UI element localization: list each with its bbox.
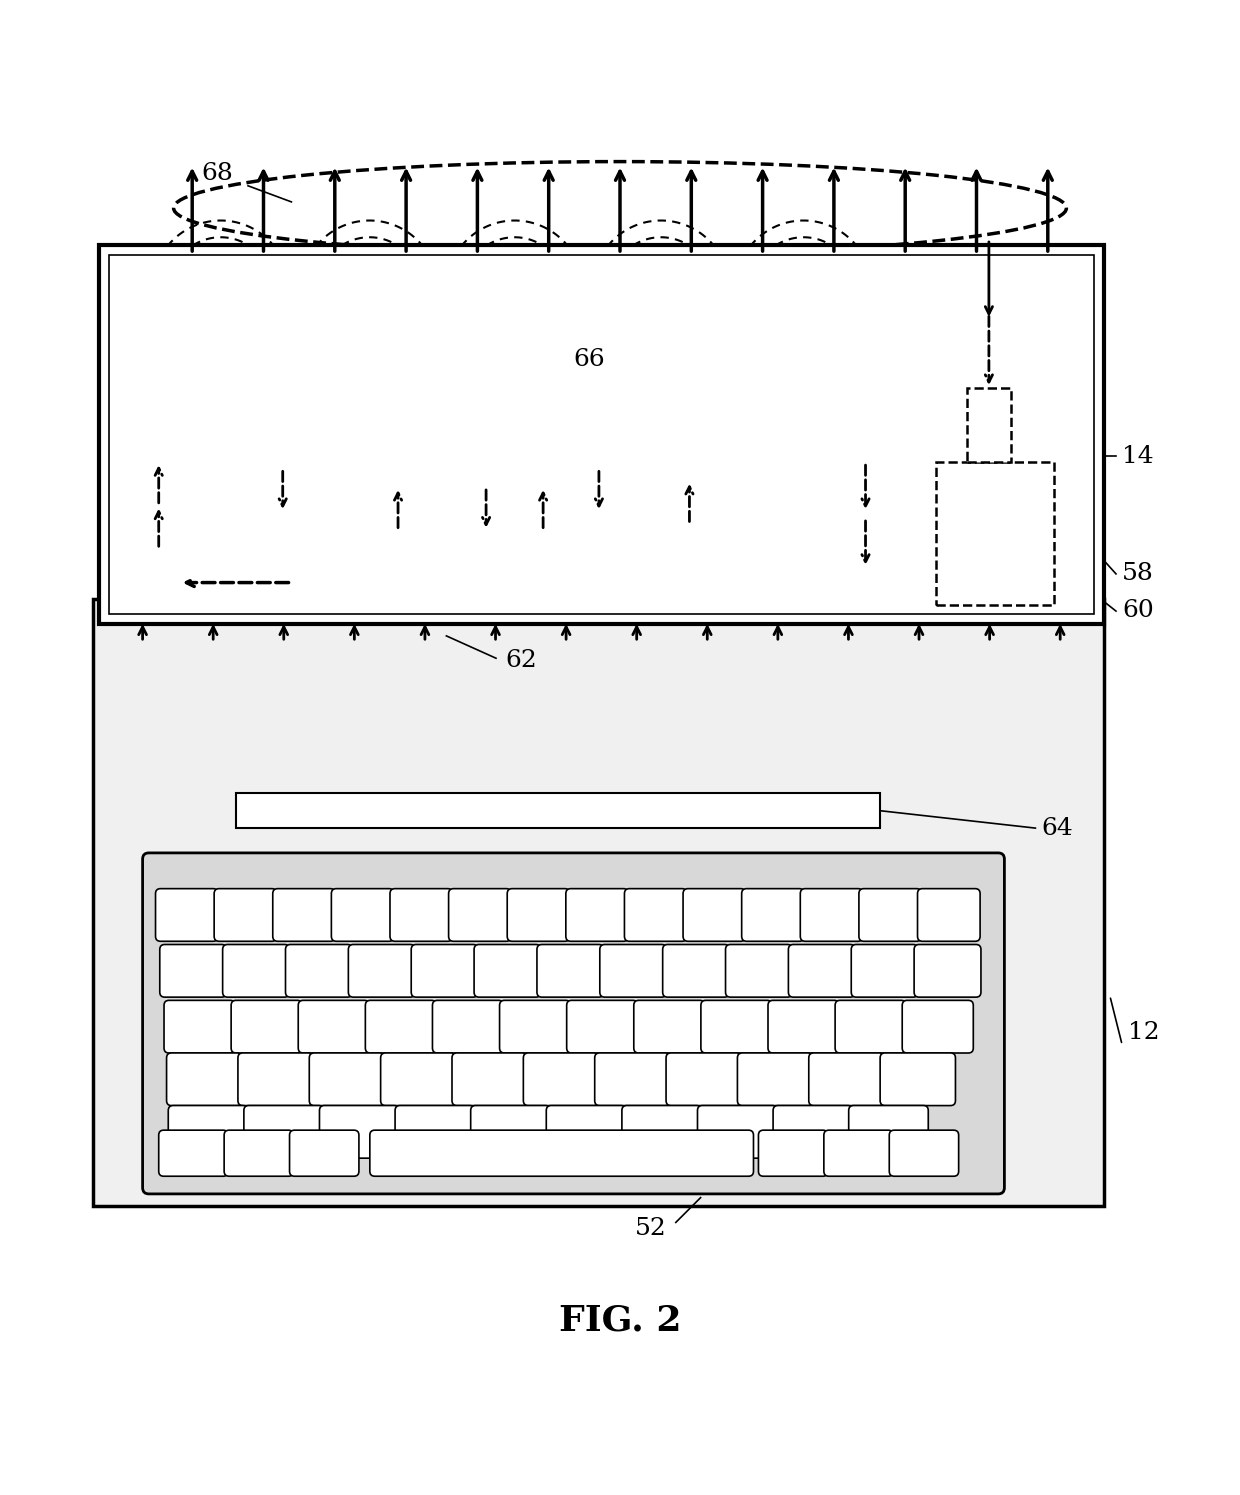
FancyBboxPatch shape xyxy=(160,945,227,997)
FancyBboxPatch shape xyxy=(835,1000,906,1052)
FancyBboxPatch shape xyxy=(366,1000,436,1052)
Bar xyxy=(936,462,1054,605)
FancyBboxPatch shape xyxy=(238,1052,314,1106)
FancyBboxPatch shape xyxy=(789,945,856,997)
FancyBboxPatch shape xyxy=(595,1052,670,1106)
Text: 58: 58 xyxy=(1122,562,1154,585)
Text: 66: 66 xyxy=(573,347,605,371)
FancyBboxPatch shape xyxy=(273,888,335,942)
FancyBboxPatch shape xyxy=(166,1052,242,1106)
FancyBboxPatch shape xyxy=(666,1052,742,1106)
FancyBboxPatch shape xyxy=(565,888,629,942)
Bar xyxy=(236,794,880,828)
FancyBboxPatch shape xyxy=(800,888,863,942)
FancyBboxPatch shape xyxy=(320,1105,399,1159)
FancyBboxPatch shape xyxy=(725,945,792,997)
FancyBboxPatch shape xyxy=(507,888,570,942)
FancyBboxPatch shape xyxy=(808,1052,884,1106)
FancyBboxPatch shape xyxy=(331,888,394,942)
FancyBboxPatch shape xyxy=(848,1105,929,1159)
FancyBboxPatch shape xyxy=(773,1105,853,1159)
FancyBboxPatch shape xyxy=(851,945,918,997)
Text: FIG. 2: FIG. 2 xyxy=(559,1304,681,1338)
FancyBboxPatch shape xyxy=(914,945,981,997)
Bar xyxy=(967,387,1011,462)
FancyBboxPatch shape xyxy=(567,1000,637,1052)
FancyBboxPatch shape xyxy=(309,1052,384,1106)
FancyBboxPatch shape xyxy=(449,888,511,942)
FancyBboxPatch shape xyxy=(759,1130,828,1177)
FancyBboxPatch shape xyxy=(396,1105,475,1159)
FancyBboxPatch shape xyxy=(155,888,218,942)
FancyBboxPatch shape xyxy=(348,945,415,997)
Text: 62: 62 xyxy=(505,649,537,671)
FancyBboxPatch shape xyxy=(547,1105,626,1159)
FancyBboxPatch shape xyxy=(918,888,980,942)
FancyBboxPatch shape xyxy=(889,1130,959,1177)
FancyBboxPatch shape xyxy=(600,945,667,997)
FancyBboxPatch shape xyxy=(523,1052,599,1106)
FancyBboxPatch shape xyxy=(224,1130,294,1177)
FancyBboxPatch shape xyxy=(662,945,729,997)
FancyBboxPatch shape xyxy=(500,1000,570,1052)
FancyBboxPatch shape xyxy=(701,1000,773,1052)
FancyBboxPatch shape xyxy=(285,945,352,997)
FancyBboxPatch shape xyxy=(742,888,805,942)
FancyBboxPatch shape xyxy=(215,888,277,942)
Text: 14: 14 xyxy=(1122,444,1154,468)
Text: 52: 52 xyxy=(635,1217,667,1239)
FancyBboxPatch shape xyxy=(622,1105,702,1159)
FancyBboxPatch shape xyxy=(697,1105,777,1159)
FancyBboxPatch shape xyxy=(143,854,1004,1195)
FancyBboxPatch shape xyxy=(738,1052,812,1106)
FancyBboxPatch shape xyxy=(169,1105,248,1159)
FancyBboxPatch shape xyxy=(471,1105,551,1159)
Text: 60: 60 xyxy=(1122,599,1154,622)
FancyBboxPatch shape xyxy=(683,888,745,942)
FancyBboxPatch shape xyxy=(537,945,604,997)
FancyBboxPatch shape xyxy=(159,1130,228,1177)
FancyBboxPatch shape xyxy=(164,1000,236,1052)
FancyBboxPatch shape xyxy=(231,1000,303,1052)
FancyBboxPatch shape xyxy=(244,1105,324,1159)
FancyBboxPatch shape xyxy=(299,1000,370,1052)
FancyBboxPatch shape xyxy=(223,945,289,997)
FancyBboxPatch shape xyxy=(859,888,921,942)
FancyBboxPatch shape xyxy=(391,888,453,942)
FancyBboxPatch shape xyxy=(880,1052,956,1106)
Bar xyxy=(93,598,1104,1206)
Text: 68: 68 xyxy=(201,161,233,184)
Text: 12: 12 xyxy=(1128,1021,1161,1044)
Text: 64: 64 xyxy=(1042,816,1074,840)
FancyBboxPatch shape xyxy=(823,1130,893,1177)
FancyBboxPatch shape xyxy=(768,1000,839,1052)
FancyBboxPatch shape xyxy=(412,945,479,997)
FancyBboxPatch shape xyxy=(370,1130,754,1177)
FancyBboxPatch shape xyxy=(903,1000,973,1052)
Bar xyxy=(109,256,1094,613)
FancyBboxPatch shape xyxy=(381,1052,456,1106)
FancyBboxPatch shape xyxy=(625,888,687,942)
Bar xyxy=(99,245,1104,623)
FancyBboxPatch shape xyxy=(433,1000,503,1052)
FancyBboxPatch shape xyxy=(453,1052,527,1106)
FancyBboxPatch shape xyxy=(474,945,541,997)
FancyBboxPatch shape xyxy=(634,1000,704,1052)
Text: 44: 44 xyxy=(990,501,1022,523)
FancyBboxPatch shape xyxy=(290,1130,358,1177)
